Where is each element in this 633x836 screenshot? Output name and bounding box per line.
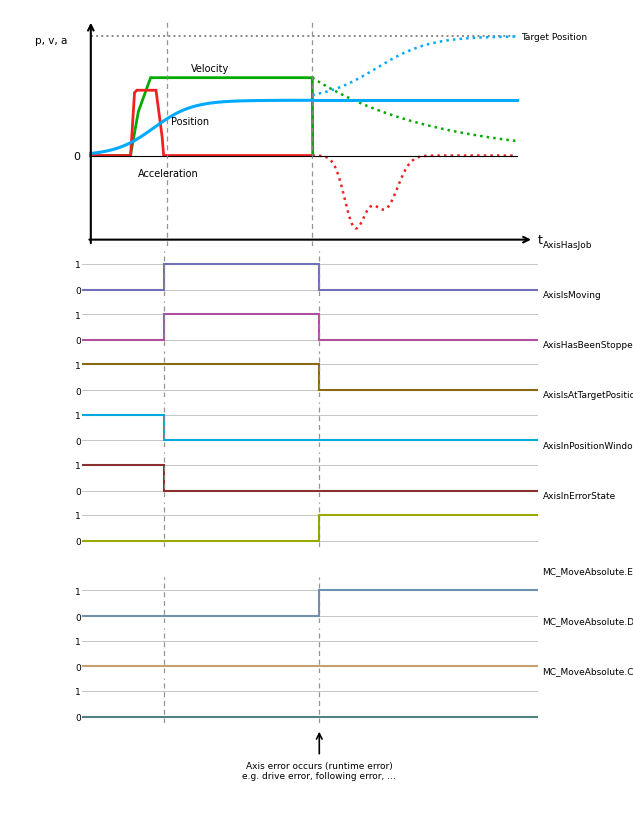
- Text: Position: Position: [172, 117, 210, 127]
- Text: AxisIsMoving: AxisIsMoving: [542, 291, 601, 299]
- Text: Target Position: Target Position: [521, 33, 587, 42]
- Text: Acceleration: Acceleration: [139, 168, 199, 178]
- Text: Axis error occurs (runtime error)
e.g. drive error, following error, ...: Axis error occurs (runtime error) e.g. d…: [242, 761, 396, 780]
- Text: MC_MoveAbsolute.Done: MC_MoveAbsolute.Done: [542, 617, 633, 625]
- Text: AxisInErrorState: AxisInErrorState: [542, 492, 616, 500]
- Text: p, v, a: p, v, a: [35, 36, 67, 46]
- Text: AxisInPositionWindow: AxisInPositionWindow: [542, 441, 633, 450]
- Text: AxisHasJob: AxisHasJob: [542, 241, 592, 249]
- Text: MC_MoveAbsolute.CommandAborted: MC_MoveAbsolute.CommandAborted: [542, 667, 633, 675]
- Text: AxisIsAtTargetPosition: AxisIsAtTargetPosition: [542, 391, 633, 400]
- Text: MC_MoveAbsolute.Error: MC_MoveAbsolute.Error: [542, 567, 633, 575]
- Text: AxisHasBeenStopped: AxisHasBeenStopped: [542, 341, 633, 349]
- Text: 0: 0: [73, 151, 80, 161]
- Text: t: t: [538, 234, 543, 247]
- Text: Velocity: Velocity: [191, 64, 229, 74]
